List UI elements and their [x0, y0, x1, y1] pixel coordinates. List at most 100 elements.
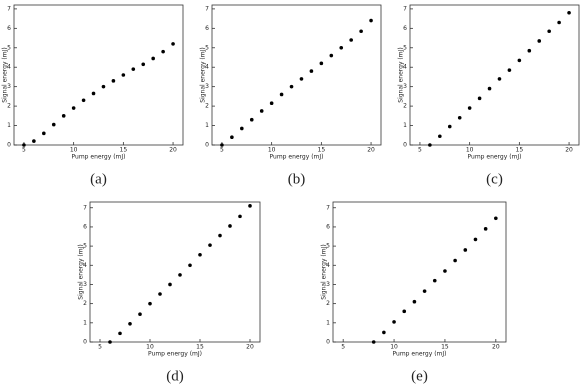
point — [457, 115, 462, 120]
y-tick-label: 7 — [205, 5, 209, 12]
x-tick-label: 10 — [268, 147, 276, 154]
point — [299, 77, 304, 81]
point — [483, 227, 488, 231]
point — [228, 224, 232, 228]
x-tick-label: 20 — [169, 147, 177, 154]
plot-frame — [332, 201, 507, 343]
y-tick-label: 1 — [7, 122, 11, 129]
x-tick-label: 15 — [516, 147, 524, 154]
y-tick-label: 6 — [7, 25, 11, 32]
point — [467, 106, 472, 110]
point — [138, 312, 142, 316]
point — [453, 258, 457, 263]
plot-frame — [211, 4, 382, 146]
point — [158, 292, 162, 296]
point — [432, 278, 437, 283]
x-tick-label: 15 — [441, 344, 449, 351]
point — [108, 340, 112, 344]
point — [567, 10, 571, 15]
caption: (b) — [288, 171, 306, 187]
plot-frame — [89, 201, 261, 343]
point — [371, 340, 376, 344]
caption: (d) — [166, 368, 184, 384]
x-tick-label: 5 — [341, 344, 345, 351]
x-axis-label: Pump energy (mJ) — [393, 351, 447, 358]
y-tick-label: 0 — [83, 339, 87, 346]
point — [248, 204, 252, 208]
point — [392, 320, 396, 324]
y-tick-label: 5 — [7, 44, 11, 51]
point — [422, 289, 427, 293]
y-tick-label: 6 — [83, 223, 87, 230]
point — [463, 248, 468, 252]
point — [473, 237, 478, 242]
y-tick-label: 0 — [403, 142, 407, 149]
point — [359, 29, 363, 34]
plot-frame — [409, 4, 580, 146]
y-tick-label: 7 — [7, 5, 11, 12]
point — [71, 106, 76, 110]
x-tick-label: 20 — [367, 147, 375, 154]
point — [517, 58, 522, 63]
point — [238, 214, 242, 219]
point — [151, 56, 155, 61]
y-tick-label: 0 — [7, 142, 11, 149]
y-tick-label: 1 — [403, 122, 407, 129]
y-tick-label: 4 — [83, 262, 87, 269]
x-tick-label: 5 — [418, 147, 422, 154]
point — [428, 143, 432, 147]
point — [218, 233, 222, 238]
point — [349, 38, 353, 42]
point — [309, 69, 314, 73]
y-tick-label: 2 — [205, 103, 209, 110]
x-tick-label: 20 — [565, 147, 573, 154]
point — [527, 48, 532, 53]
point — [289, 84, 294, 89]
y-tick-label: 2 — [7, 103, 11, 110]
point — [319, 61, 324, 66]
x-tick-label: 20 — [492, 344, 500, 351]
caption: (e) — [411, 368, 428, 384]
x-tick-label: 10 — [390, 344, 398, 351]
x-axis-label: Pump energy (mJ) — [72, 154, 126, 161]
y-axis-label: Signal energy (mJ) — [321, 244, 328, 299]
point — [178, 273, 182, 277]
point — [497, 77, 502, 81]
x-axis-label: Pump energy (mJ) — [468, 154, 522, 161]
y-tick-label: 0 — [205, 142, 209, 149]
point — [412, 299, 417, 304]
y-tick-label: 5 — [83, 243, 87, 250]
point — [279, 92, 284, 97]
plot-frame — [13, 4, 184, 146]
point — [128, 321, 132, 326]
point — [141, 62, 146, 67]
point — [111, 79, 116, 83]
x-tick-label: 15 — [196, 344, 204, 351]
y-tick-label: 4 — [326, 262, 330, 269]
x-tick-label: 5 — [220, 147, 224, 154]
y-axis-label: Signal energy (mJ) — [78, 244, 85, 299]
y-axis-label: Signal energy (mJ) — [200, 47, 207, 102]
point — [220, 143, 224, 147]
x-tick-label: 15 — [318, 147, 326, 154]
x-tick-label: 5 — [98, 344, 102, 351]
x-axis-label: Pump energy (mJ) — [270, 154, 324, 161]
point — [447, 124, 452, 129]
point — [339, 45, 344, 50]
point — [118, 331, 122, 336]
y-tick-label: 5 — [403, 44, 407, 51]
point — [557, 20, 561, 25]
y-tick-label: 0 — [326, 339, 330, 346]
y-tick-label: 1 — [205, 122, 209, 129]
point — [121, 73, 126, 77]
point — [382, 330, 386, 335]
y-tick-label: 4 — [403, 64, 407, 71]
point — [487, 86, 492, 91]
point — [259, 109, 264, 113]
point — [188, 263, 192, 268]
point — [494, 216, 498, 221]
x-tick-label: 5 — [22, 147, 26, 154]
y-tick-label: 7 — [83, 204, 87, 211]
x-tick-label: 15 — [120, 147, 128, 154]
